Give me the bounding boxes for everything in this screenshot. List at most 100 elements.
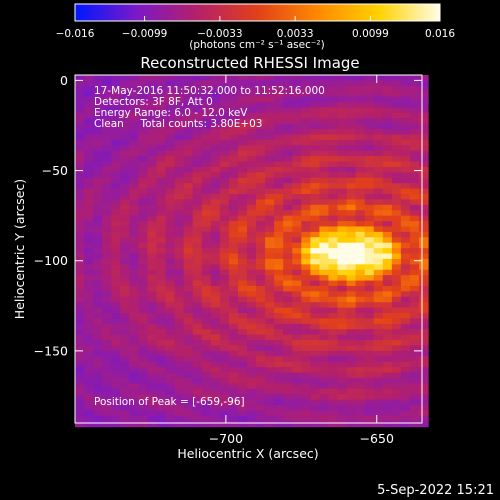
heatmap-cell: [373, 394, 384, 401]
heatmap-cell: [265, 377, 275, 384]
heatmap-cell: [147, 194, 158, 201]
heatmap-cell: [93, 188, 103, 195]
heatmap-cell: [129, 166, 139, 173]
heatmap-cell: [382, 296, 393, 303]
heatmap-cell: [274, 107, 284, 114]
heatmap-cell: [373, 323, 384, 330]
heatmap-cell: [111, 204, 121, 211]
heatmap-cell: [355, 177, 366, 184]
heatmap-cell: [120, 388, 130, 395]
heatmap-cell: [409, 204, 420, 211]
heatmap-cell: [102, 177, 112, 184]
heatmap-cell: [120, 340, 130, 347]
heatmap-cell: [292, 226, 302, 233]
heatmap-cell: [373, 388, 384, 395]
heatmap-cell: [328, 150, 339, 157]
heatmap-cell: [283, 134, 293, 141]
heatmap-cell: [310, 258, 321, 265]
heatmap-cell: [120, 85, 130, 92]
heatmap-cell: [382, 399, 393, 406]
heatmap-cell: [301, 112, 311, 119]
heatmap-cell: [138, 296, 149, 303]
heatmap-cell: [75, 177, 85, 184]
heatmap-cell: [346, 329, 357, 336]
heatmap-cell: [382, 307, 393, 314]
heatmap-cell: [201, 410, 212, 417]
heatmap-cell: [319, 139, 330, 146]
heatmap-cell: [102, 248, 112, 255]
heatmap-cell: [256, 237, 266, 244]
heatmap-cell: [256, 215, 266, 222]
heatmap-cell: [292, 399, 302, 406]
heatmap-cell: [274, 139, 284, 146]
heatmap-cell: [319, 80, 330, 87]
heatmap-cell: [355, 102, 366, 109]
heatmap-cell: [373, 318, 384, 325]
heatmap-cell: [111, 361, 121, 368]
heatmap-cell: [84, 102, 94, 109]
colorbar: −0.016 −0.0099 −0.0033 0.0033 0.0099 0.016 (p…: [56, 3, 455, 51]
heatmap-cell: [75, 226, 85, 233]
heatmap-cell: [183, 199, 194, 206]
heatmap-cell: [120, 112, 130, 119]
heatmap-cell: [337, 166, 348, 173]
heatmap-cell: [201, 102, 212, 109]
heatmap-cell: [102, 313, 112, 320]
heatmap-cell: [201, 361, 212, 368]
heatmap-cell: [283, 96, 293, 103]
heatmap-cell: [237, 415, 248, 422]
heatmap-cell: [201, 134, 212, 141]
heatmap-cell: [274, 329, 284, 336]
heatmap-cell: [210, 350, 221, 357]
heatmap-cell: [301, 85, 311, 92]
heatmap-cell: [246, 340, 257, 347]
heatmap-cell: [319, 350, 330, 357]
heatmap-cell: [246, 323, 257, 330]
heatmap-cell: [346, 307, 357, 314]
heatmap-cell: [310, 415, 321, 422]
heatmap-cell: [174, 318, 185, 325]
heatmap-cell: [237, 350, 248, 357]
heatmap-cell: [246, 221, 257, 228]
heatmap-cell: [364, 118, 375, 125]
heatmap-cell: [292, 156, 302, 163]
heatmap-cell: [337, 410, 348, 417]
heatmap-cell: [265, 340, 275, 347]
heatmap-cell: [120, 237, 130, 244]
heatmap-cell: [292, 302, 302, 309]
heatmap-cell: [93, 296, 103, 303]
heatmap-cell: [129, 307, 139, 314]
heatmap-cell: [391, 242, 402, 249]
heatmap-cell: [246, 356, 257, 363]
heatmap-cell: [292, 91, 302, 98]
heatmap-cell: [382, 231, 393, 238]
heatmap-cell: [156, 404, 167, 411]
heatmap-cell: [156, 156, 167, 163]
heatmap-cell: [102, 194, 112, 201]
heatmap-cell: [364, 221, 375, 228]
heatmap-cell: [138, 302, 149, 309]
heatmap-cell: [156, 302, 167, 309]
heatmap-cell: [156, 215, 167, 222]
heatmap-cell: [418, 421, 429, 428]
heatmap-cell: [228, 345, 239, 352]
heatmap-cell: [165, 361, 176, 368]
heatmap-cell: [219, 291, 230, 298]
heatmap-cell: [373, 372, 384, 379]
heatmap-cell: [228, 248, 239, 255]
heatmap-cell: [120, 96, 130, 103]
heatmap-cell: [292, 102, 302, 109]
heatmap-cell: [319, 285, 330, 292]
heatmap-cell: [373, 85, 384, 92]
heatmap-cell: [228, 302, 239, 309]
heatmap-cell: [265, 156, 275, 163]
heatmap-cell: [84, 75, 94, 82]
heatmap-cell: [418, 345, 429, 352]
heatmap-cell: [183, 112, 194, 119]
heatmap-cell: [138, 183, 149, 190]
heatmap-cell: [138, 80, 149, 87]
heatmap-cell: [129, 404, 139, 411]
heatmap-cell: [292, 166, 302, 173]
heatmap-cell: [192, 318, 203, 325]
heatmap-cell: [111, 102, 121, 109]
